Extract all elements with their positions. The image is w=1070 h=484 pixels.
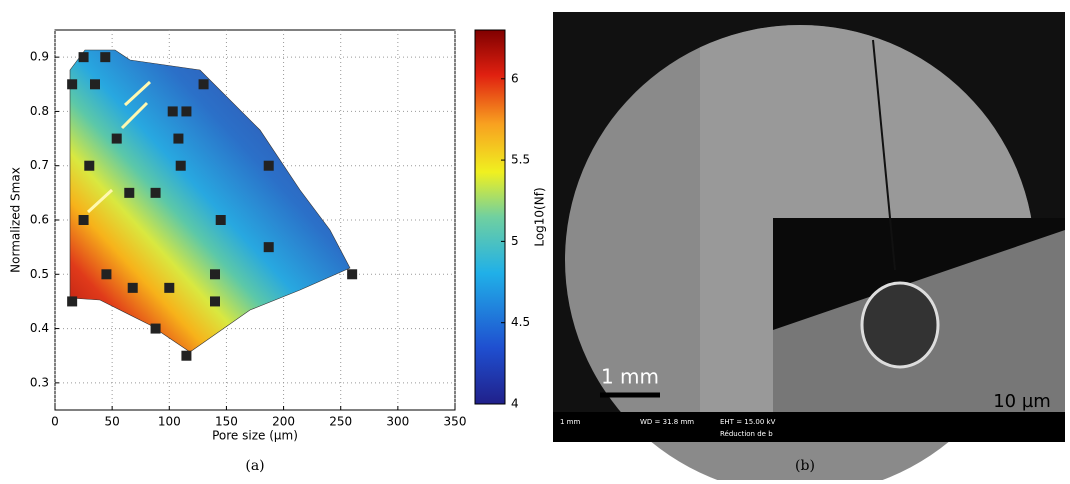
caption: (b) [795, 458, 815, 474]
x-tick-label: 0 [51, 415, 59, 429]
y-tick-label: 0.4 [30, 321, 49, 335]
point [84, 160, 95, 171]
x-axis-label: Pore size (µm) [212, 429, 298, 443]
y-axis-label: Normalized Smax [9, 167, 23, 273]
x-tick-label: 300 [386, 415, 409, 429]
point [164, 282, 175, 293]
point [175, 160, 186, 171]
point [124, 187, 135, 198]
x-tick-label: 50 [105, 415, 120, 429]
colorbar-tick-label: 5 [511, 234, 519, 248]
colorbar-tick-label: 4 [511, 397, 519, 411]
y-tick-label: 0.7 [30, 158, 49, 172]
point [347, 269, 358, 280]
x-tick-label: 200 [272, 415, 295, 429]
inset-scale-label: 10 µm [993, 391, 1051, 412]
pore [860, 281, 940, 369]
contour-fill [69, 49, 351, 353]
y-tick-label: 0.9 [30, 50, 49, 64]
colorbar-tick-label: 6 [511, 71, 519, 85]
point [150, 187, 161, 198]
point [78, 52, 89, 63]
point [263, 160, 274, 171]
y-tick-label: 0.5 [30, 267, 49, 281]
colorbar-tick-label: 4.5 [511, 315, 530, 329]
point [78, 215, 89, 225]
x-tick-label: 250 [329, 415, 352, 429]
y-tick-label: 0.8 [30, 104, 49, 118]
footer-text: Réduction de b [720, 430, 773, 438]
point [181, 106, 192, 117]
point [210, 269, 220, 280]
footer-text: 1 mm [560, 418, 580, 426]
point [90, 79, 100, 90]
point [67, 296, 78, 307]
arrows [86, 80, 152, 214]
footer-text: WD = 31.8 mm [640, 418, 694, 426]
colorbar [474, 29, 506, 405]
x-tick-label: 350 [444, 415, 467, 429]
point [198, 79, 209, 90]
y-tick-label: 0.6 [30, 213, 49, 227]
caption: (a) [245, 458, 264, 474]
colorbar-label: Log10(Nf) [533, 187, 547, 246]
x-tick-label: 100 [158, 415, 181, 429]
y-tick-label: 0.3 [30, 375, 49, 389]
footer-text: EHT = 15.00 kV [720, 418, 776, 426]
inset-bg [773, 218, 1065, 330]
point [111, 133, 122, 144]
point [127, 282, 138, 293]
scale-label: 1 mm [601, 365, 659, 389]
colorbar-tick-label: 5.5 [511, 153, 530, 167]
point [181, 350, 192, 361]
point [173, 133, 184, 144]
point [101, 269, 112, 280]
point [167, 106, 178, 117]
point [67, 79, 78, 90]
point [263, 242, 274, 253]
point [210, 296, 220, 307]
point [100, 52, 111, 63]
sem-footer [553, 412, 1065, 442]
point [215, 215, 226, 225]
pointer [872, 39, 896, 271]
point [150, 323, 161, 334]
x-tick-label: 150 [215, 415, 238, 429]
